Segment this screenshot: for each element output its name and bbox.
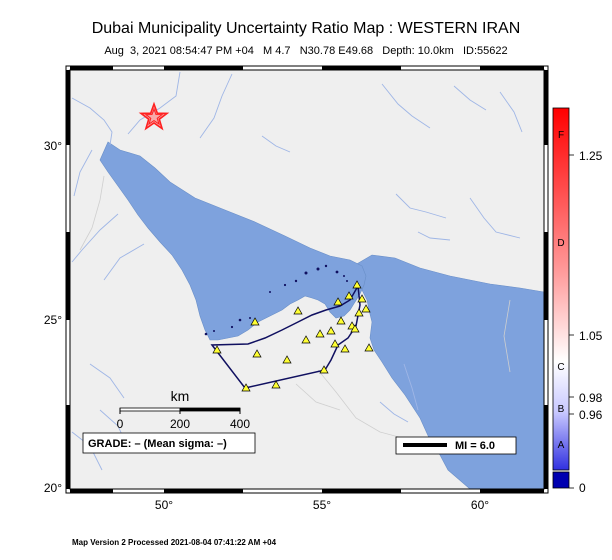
coastline-islands — [204, 264, 348, 336]
grade-letter-c: C — [557, 362, 564, 373]
rivers — [71, 71, 523, 471]
scale-bar: km 0 200 400 — [117, 388, 251, 431]
scale-tick-200: 200 — [170, 417, 190, 431]
station-triangle-icon — [352, 280, 362, 289]
station-triangle-icon — [293, 306, 303, 315]
scale-tick-400: 400 — [230, 417, 250, 431]
mi-legend: MI = 6.0 — [395, 436, 517, 455]
station-triangle-icon — [301, 335, 311, 344]
grade-letter-a: A — [558, 440, 565, 451]
station-triangle-icon — [344, 291, 354, 300]
station-triangle-icon — [326, 326, 336, 335]
lat-label-25: 25° — [44, 313, 62, 327]
map-area: km 0 200 400 GRADE: – (Mean sigma: –) MI… — [70, 70, 544, 489]
mi-legend-text: MI = 6.0 — [455, 440, 495, 452]
map-frame — [65, 65, 549, 494]
borders — [79, 175, 511, 441]
station-triangle-icon — [361, 304, 371, 313]
persian-gulf — [99, 141, 367, 341]
epicenter-star-icon — [138, 101, 170, 131]
colorbar-value-0-96: 0.96 — [579, 408, 603, 422]
lon-label-55: 55° — [313, 498, 331, 512]
station-triangle-icon — [354, 308, 364, 317]
station-triangle-icon — [330, 339, 340, 348]
map-version-footer: Map Version 2 Processed 2021-08-04 07:41… — [72, 538, 277, 547]
stations — [212, 280, 374, 392]
grade-text: GRADE: – (Mean sigma: –) — [88, 438, 227, 450]
map-title: Dubai Municipality Uncertainty Ratio Map… — [91, 20, 521, 37]
colorbar-value-1-25: 1.25 — [579, 149, 603, 163]
station-triangle-icon — [315, 329, 325, 338]
grade-letter-b: B — [558, 404, 565, 415]
grade-letter-f: F — [558, 130, 564, 141]
station-triangle-icon — [250, 317, 260, 326]
station-triangle-icon — [333, 297, 343, 306]
colorbar-value-0-98: 0.98 — [579, 391, 603, 405]
station-triangle-icon — [271, 380, 281, 389]
station-triangle-icon — [252, 349, 262, 358]
lat-label-20: 20° — [44, 481, 62, 495]
grade-letter-d: D — [557, 238, 564, 249]
lon-label-50: 50° — [155, 498, 173, 512]
uncertainty-region-outline — [210, 283, 361, 389]
station-triangle-icon — [212, 345, 222, 354]
colorbar-value-0: 0 — [579, 481, 586, 495]
station-triangle-icon — [340, 344, 350, 353]
grade-box: GRADE: – (Mean sigma: –) — [82, 432, 256, 454]
lat-label-30: 30° — [44, 139, 62, 153]
station-triangle-icon — [350, 324, 360, 333]
scale-tick-0: 0 — [117, 417, 124, 431]
scale-bar-title: km — [171, 388, 190, 404]
event-info: Aug 3, 2021 08:54:47 PM +04 M 4.7 N30.78… — [104, 45, 508, 57]
station-triangle-icon — [319, 365, 329, 374]
station-triangle-icon — [364, 343, 374, 352]
station-triangle-icon — [241, 383, 251, 392]
station-triangle-icon — [357, 294, 367, 303]
station-triangle-icon — [336, 316, 346, 325]
lon-label-60: 60° — [471, 498, 489, 512]
colorbar-value-1-05: 1.05 — [579, 329, 603, 343]
station-triangle-icon — [282, 355, 292, 364]
uncertainty-colorbar: 1.25 1.05 0.98 0.96 0 F D C B A — [552, 107, 603, 495]
